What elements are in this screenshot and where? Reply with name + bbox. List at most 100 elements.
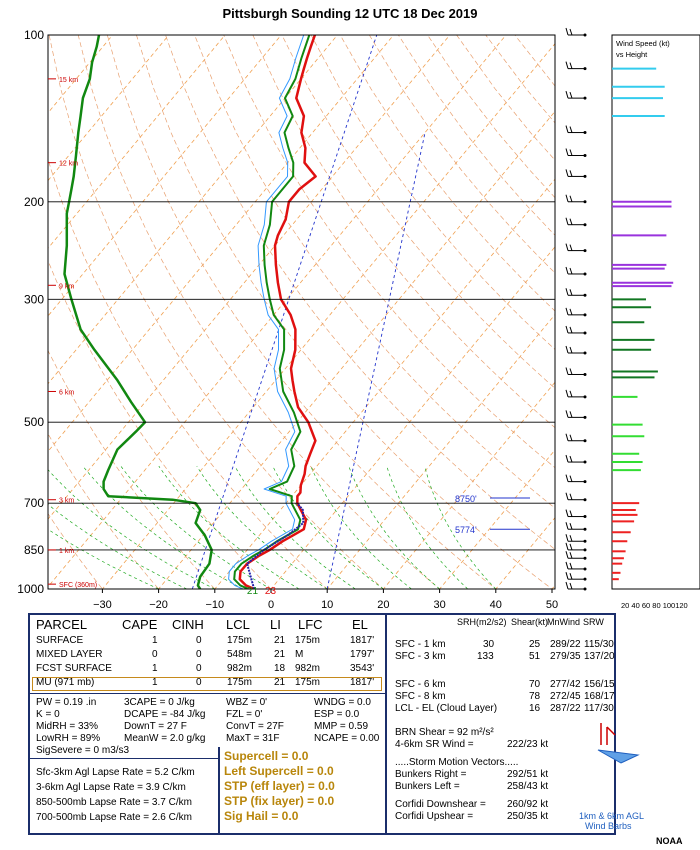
lapse-rate: 850-500mb Lapse Rate = 3.7 C/km [36,797,192,808]
moist-adiabat [120,465,272,589]
parcel-table-header: EL [352,617,368,632]
wind-barb-flag [569,126,573,133]
kinematic-value: 117/30 [584,703,614,714]
bunkers-left-label: Bunkers Left = [395,781,460,792]
parcel-table-cell: 0 [196,635,202,646]
misc-param: K = 0 [36,709,60,720]
wind-barb-flag [569,390,573,398]
wind-barb-dot [583,577,587,581]
parcel-table-cell: 0 [196,677,202,688]
corfidi-downshear-label: Corfidi Downshear = [395,799,486,810]
axis-labels: 100 200 300 500 700 850 1000 −30 −20 −10 0 10 20 30 40… [17,28,558,611]
hodograph-vector [606,726,616,736]
kinematic-label: LCL - EL (Cloud Layer) [395,703,498,714]
barbs-note: 1km & 6km AGL [579,811,645,821]
moist-adiabat [158,465,300,589]
wind-barb-flag [569,535,573,542]
composite-index: Sig Hail = 0.0 [224,809,299,823]
wind-barb-flag [565,551,569,559]
kinematic-header: SRH(m2/s2) [457,617,507,627]
kinematic-value: 289/22 [550,639,581,650]
wind-barb-flag [565,542,569,551]
parcel-table-cell: 0 [152,649,158,660]
wind-barb-flag [569,552,573,559]
wind-barb-flag [569,28,573,36]
parcel-table-header: LCL [226,617,250,632]
composite-index: Left Supercell = 0.0 [224,764,334,778]
composite-index: Supercell = 0.0 [224,749,309,763]
wind-barb-dot [583,539,587,543]
wind-barb-dot [583,223,587,227]
mixing-ratio-line [191,35,378,589]
wind-barb-flag [565,410,569,418]
wind-barb-flag [565,325,569,334]
kinematic-value: 168/17 [584,691,615,702]
grid [48,35,555,589]
wind-barb-flag [569,411,573,418]
divider [30,693,385,694]
isotherm-line [382,381,555,589]
temp-tick-label: −30 [93,599,112,611]
wind-barb-dot [583,415,587,419]
isotherm-line [48,35,113,114]
wind-barb-dot [583,351,587,355]
wind-barb-flag [569,244,573,251]
wind-barb-flag [569,368,573,375]
parcel-table-cell: 175m [295,677,321,688]
wind-barb-flag [569,346,573,354]
dry-adiabat [48,433,160,589]
dry-adiabat [165,35,555,550]
parcel-table-cell: 1817' [350,635,375,646]
wetbulb-profile-line [228,35,305,589]
height-marker-label: 5774' [455,525,477,535]
wind-barb-flag [565,169,569,177]
moist-adiabat [48,528,159,589]
wind-barb-dot [583,331,587,335]
misc-param: FZL = 0' [226,709,263,720]
parcel-table-header: CAPE [122,617,158,632]
parcel-table-cell: 0 [196,663,202,674]
misc-param: MMP = 0.59 [314,721,369,732]
isotherm-line [48,35,394,453]
kinematic-label: SFC - 8 km [395,691,446,702]
dewpoint-profile-line [233,35,311,589]
wind-barb-flag [565,509,569,517]
parcel-table-cell: 1797' [350,649,375,660]
isotherm-line [214,178,555,589]
mini-hodograph [597,723,640,764]
kinematic-value: 156/15 [584,679,615,690]
wind-profile: Wind Speed (kt) vs Height 20 40 60 80 1001… [565,27,700,610]
temperature-profile-line [238,35,317,589]
height-label: 9 km [59,283,74,290]
bunkers-right-label: Bunkers Right = [395,769,467,780]
wind-profile-frame [611,34,700,590]
kinematic-value: 30 [483,639,495,650]
pressure-tick-label: 850 [24,543,44,557]
wind-barb-dot [583,313,587,317]
isotherm-line [439,449,555,589]
moist-adiabat [272,465,384,589]
parcel-table-cell: FCST SURFACE [36,663,112,674]
mu-row-highlight [32,677,382,691]
dry-adiabat [48,512,103,589]
parcel-table-cell: MU (971 mb) [36,677,95,688]
height-label: 1 km [59,548,74,555]
kinematic-value: 277/42 [550,679,581,690]
kinematic-header: SRW [583,617,604,627]
lapse-rate: Sfc-3km Agl Lapse Rate = 5.2 C/km [36,767,195,778]
misc-param: PW = 0.19 .in [36,697,97,708]
wind-barb-dot [583,200,587,204]
misc-param: MaxT = 31F [226,733,280,744]
wind-barb-flag [565,243,569,251]
parcel-table-header: LI [270,617,281,632]
corfidi-upshear-value: 250/35 kt [507,811,549,822]
parcel-table-cell: M [295,649,304,660]
mixing-ratio-line [326,132,426,589]
kinematic-value: 25 [529,639,541,650]
misc-param: 3CAPE = 0 J/kg [124,697,195,708]
kinematic-label: SFC - 6 km [395,679,446,690]
parcel-table-cell: 982m [227,663,253,674]
wind-barb-flag [569,543,573,551]
dry-adiabat [136,35,553,589]
parcel-table-cell: 0 [196,649,202,660]
